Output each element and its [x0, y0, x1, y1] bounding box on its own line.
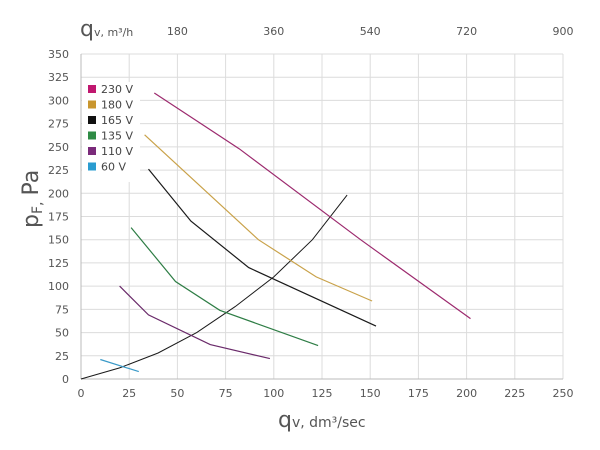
y-tick-label: 250 — [48, 141, 69, 154]
x-tick-label: 100 — [263, 387, 284, 400]
x-tick-label: 25 — [122, 387, 136, 400]
system-curve-line — [80, 194, 348, 380]
x2-tick-label: 540 — [360, 25, 381, 38]
series-lines — [80, 92, 471, 380]
x-axis-title-main: q — [278, 408, 292, 433]
x-tick-label: 0 — [78, 387, 85, 400]
x-tick-label: 175 — [408, 387, 429, 400]
y-tick-label: 175 — [48, 211, 69, 224]
x-axis-title-sub: v, dm³/sec — [292, 415, 366, 431]
y-tick-label: 0 — [62, 373, 69, 386]
series-line-230v — [153, 92, 471, 320]
series-line-135v — [130, 227, 319, 347]
y-tick-label: 150 — [48, 234, 69, 247]
series-line-110v — [119, 285, 271, 360]
y-tick-label: 100 — [48, 280, 69, 293]
series-line-165v — [148, 168, 377, 327]
tick-labels: 0 25 50 75 100 125 150 175 200 225 250 0 25 50 75 100 12… — [48, 25, 574, 400]
axes — [80, 54, 563, 380]
y-tick-label: 275 — [48, 118, 69, 131]
y-tick-label: 325 — [48, 71, 69, 84]
y-axis-title-main: p — [19, 214, 44, 228]
y-axis-title: pF, Pa — [19, 170, 46, 228]
legend-label: 180 V — [101, 99, 133, 112]
y-tick-label: 350 — [48, 48, 69, 61]
y-axis-title-unit: Pa — [19, 170, 44, 196]
legend-label: 60 V — [101, 161, 126, 174]
x2-tick-label: 180 — [167, 25, 188, 38]
y-tick-label: 225 — [48, 164, 69, 177]
x-tick-label: 200 — [456, 387, 477, 400]
series-line-60v — [100, 358, 139, 373]
x-axis-title: qv, dm³/sec — [278, 408, 366, 433]
legend-swatch — [88, 131, 96, 140]
legend: 230 V 180 V 165 V 135 V 110 V 60 V — [82, 82, 140, 182]
legend-swatch — [88, 162, 96, 171]
x2-axis-title-main: q — [80, 17, 94, 42]
y-tick-label: 200 — [48, 187, 69, 200]
legend-swatch — [88, 100, 96, 109]
legend-label: 230 V — [101, 83, 133, 96]
legend-label: 165 V — [101, 114, 133, 127]
x-tick-label: 150 — [360, 387, 381, 400]
y-axis-title-sub: F, — [30, 202, 46, 215]
x2-tick-label: 900 — [553, 25, 574, 38]
x2-axis-title-sub: v, m³/h — [94, 26, 133, 39]
x-tick-label: 250 — [553, 387, 574, 400]
x2-tick-label: 360 — [263, 25, 284, 38]
y-tick-label: 125 — [48, 257, 69, 270]
legend-swatch — [88, 147, 96, 155]
legend-swatch — [88, 116, 96, 124]
legend-label: 135 V — [101, 130, 133, 143]
y-tick-label: 50 — [55, 327, 69, 340]
series-line-180v — [144, 134, 373, 302]
x2-axis-title: qv, m³/h — [80, 17, 133, 42]
x-tick-label: 75 — [219, 387, 233, 400]
y-tick-label: 25 — [55, 350, 69, 363]
legend-label: 110 V — [101, 145, 133, 158]
x-tick-label: 50 — [170, 387, 184, 400]
legend-swatch — [88, 85, 96, 93]
x2-tick-label: 720 — [456, 25, 477, 38]
x-tick-label: 125 — [312, 387, 333, 400]
grid — [80, 53, 564, 380]
x-tick-label: 225 — [504, 387, 525, 400]
y-tick-label: 75 — [55, 303, 69, 316]
y-tick-label: 300 — [48, 94, 69, 107]
